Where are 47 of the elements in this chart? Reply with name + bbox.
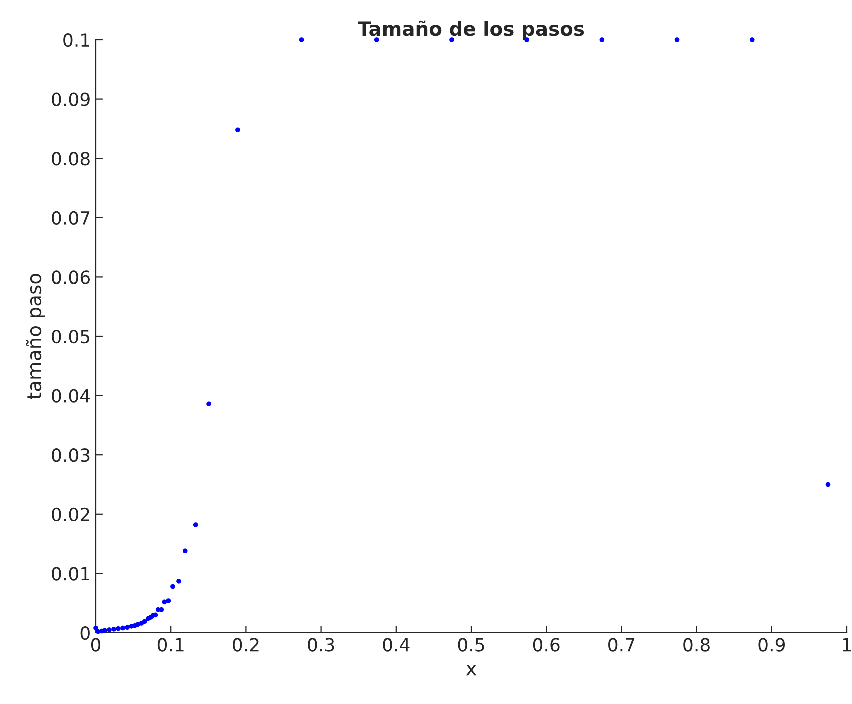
x-tick-label: 0.5	[458, 638, 484, 652]
y-axis-title: tamaño paso	[26, 274, 46, 400]
point	[450, 38, 454, 42]
x-axis-title: x	[466, 665, 477, 676]
x-tick-label: 0.3	[308, 638, 334, 652]
point	[102, 628, 108, 634]
y-tick-label: 0.01	[52, 567, 90, 581]
point	[166, 598, 172, 604]
y-tick-label: 0.06	[52, 270, 90, 284]
y-tick-label: 0.07	[52, 211, 90, 226]
point	[182, 548, 188, 554]
point	[176, 579, 182, 584]
point	[112, 627, 116, 632]
point	[236, 128, 240, 133]
point	[116, 626, 121, 632]
point	[107, 628, 112, 632]
x-tick-label: 0.1	[158, 638, 184, 652]
x-tick-label: 0.2	[233, 638, 259, 652]
point	[826, 482, 831, 488]
point	[600, 38, 605, 42]
point	[750, 38, 755, 42]
point	[170, 584, 176, 590]
y-tick-label: 0.03	[52, 448, 90, 462]
point	[206, 402, 212, 407]
point	[193, 522, 198, 528]
x-tick-label: 0.7	[608, 638, 635, 652]
y-tick-label: 0.02	[52, 508, 90, 522]
point	[674, 38, 680, 42]
x-tick-label: 0.9	[758, 638, 785, 652]
y-tick-label: 0.09	[52, 92, 90, 106]
x-tick-label: 0	[91, 638, 101, 652]
point	[142, 619, 148, 624]
x-tick-label: 0.4	[383, 638, 410, 652]
x-tick-label: 0.6	[533, 638, 560, 652]
point	[299, 38, 304, 42]
x-tick-label: 1	[843, 638, 852, 652]
y-tick-label: 0.1	[64, 33, 90, 48]
y-tick-label: 0.05	[52, 330, 90, 344]
y-tick-label: 0	[80, 626, 90, 640]
point	[159, 607, 164, 612]
point	[374, 38, 380, 42]
chart-title: Tamaño de los pasos	[358, 20, 584, 40]
point	[120, 626, 126, 631]
y-tick-label: 0.08	[52, 152, 90, 166]
point	[125, 625, 130, 630]
y-tick-label: 0.04	[52, 389, 90, 403]
x-tick-label: 0.8	[684, 638, 710, 652]
